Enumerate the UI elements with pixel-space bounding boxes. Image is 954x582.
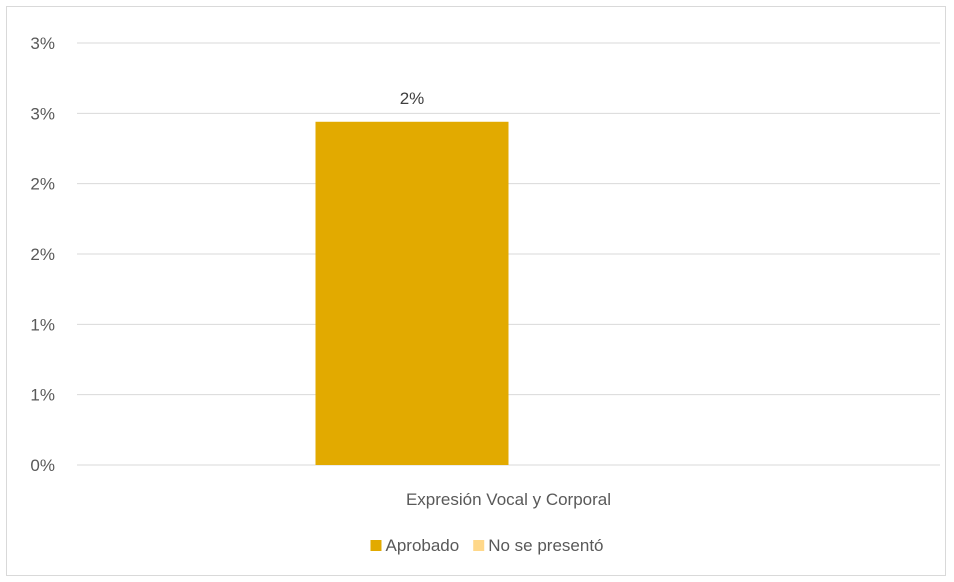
- bar-chart: 0% 1% 1% 2% 2% 3% 3% 2% Expresión Vocal y Corp…: [30, 34, 940, 555]
- y-tick-label-6: 3%: [30, 34, 55, 53]
- y-tick-label-4: 2%: [30, 175, 55, 194]
- category-label-0: Expresión Vocal y Corporal: [406, 490, 611, 509]
- legend-swatch: [370, 540, 382, 551]
- bars: [315, 121, 509, 466]
- legend-label: Aprobado: [385, 536, 459, 555]
- chart-frame: 0% 1% 1% 2% 2% 3% 3% 2% Expresión Vocal y Corp…: [6, 6, 946, 576]
- legend-label: No se presentó: [488, 536, 603, 555]
- legend-swatch: [473, 540, 485, 551]
- data-labels: 2%: [400, 89, 425, 108]
- category-labels: Expresión Vocal y Corporal: [406, 490, 611, 509]
- y-axis-tick-labels: 0% 1% 1% 2% 2% 3% 3%: [30, 34, 55, 475]
- legend-item-aprobado: Aprobado: [370, 536, 459, 555]
- data-label-aprobado: 2%: [400, 89, 425, 108]
- bar-aprobado: [315, 121, 509, 466]
- legend: Aprobado No se presentó: [370, 536, 604, 555]
- y-tick-label-1: 1%: [30, 386, 55, 405]
- y-tick-label-5: 3%: [30, 104, 55, 123]
- y-tick-label-2: 1%: [30, 315, 55, 334]
- legend-item-no-se-presentó: No se presentó: [473, 536, 604, 555]
- y-tick-label-3: 2%: [30, 245, 55, 264]
- y-tick-label-0: 0%: [30, 456, 55, 475]
